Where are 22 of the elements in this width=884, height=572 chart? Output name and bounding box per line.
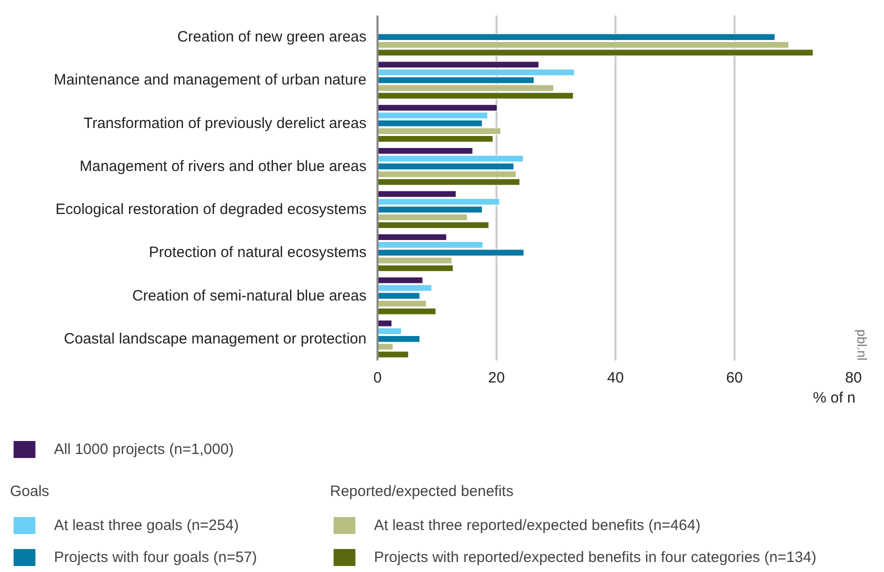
x-tick-label: 40	[607, 370, 624, 386]
text: Goals	[10, 483, 50, 500]
text: pbl.nl	[854, 329, 870, 361]
y-tick-label: Ecological restoration of degraded ecosystems	[56, 201, 367, 218]
x-tick-label: 0	[373, 370, 382, 386]
text: Reported/expected benefits	[330, 483, 514, 500]
y-tick-label: Transformation of previously derelict areas	[84, 114, 367, 132]
y-tick-label: Coastal landscape management or protection	[64, 330, 367, 348]
x-tick-label: 20	[488, 370, 505, 386]
x-axis-title: % of n	[812, 390, 856, 406]
x-tick-label: 60	[726, 370, 743, 386]
y-tick-label: Creation of semi-natural blue areas	[132, 287, 367, 304]
legend-label: At least three reported/expected benefits (n=464)	[374, 516, 700, 534]
legend-label: Projects with four goals (n=57)	[54, 548, 258, 566]
legend-label: Projects with reported/expected benefits in four categories (n=134)	[374, 548, 816, 566]
y-tick-label: Creation of new green areas	[177, 28, 366, 46]
y-tick-label: Maintenance and management of urban nature	[54, 72, 367, 89]
legend-label: At least three goals (n=254)	[54, 516, 239, 534]
x-tick-label: 80	[845, 370, 862, 386]
legend-label: All 1000 projects (n=1,000)	[54, 440, 234, 458]
y-tick-label: Management of rivers and other blue areas	[80, 158, 367, 175]
y-tick-label: Protection of natural ecosystems	[148, 244, 367, 262]
